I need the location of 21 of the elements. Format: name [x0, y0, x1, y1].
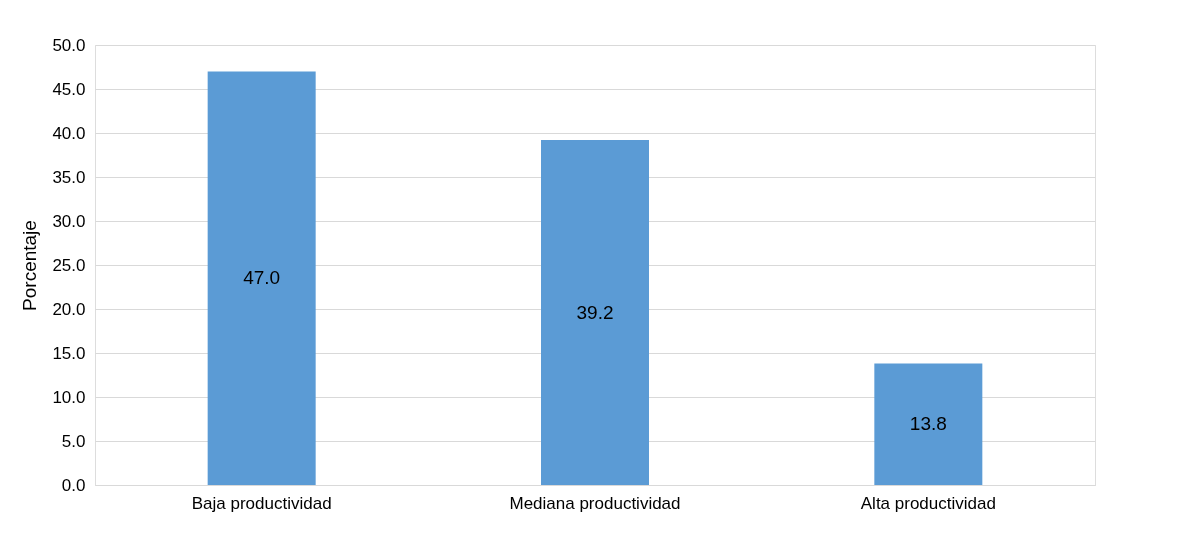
data-label: 13.8 [909, 413, 947, 435]
x-tick-label: Baja productividad [191, 493, 332, 513]
y-tick-label: 15.0 [52, 343, 86, 363]
y-tick-label: 0.0 [61, 475, 86, 495]
bar [874, 363, 983, 485]
y-tick-label: 30.0 [52, 211, 86, 231]
bar [541, 140, 649, 485]
y-tick-label: 25.0 [52, 255, 86, 275]
y-axis-title: Porcentaje [19, 220, 41, 311]
y-tick-label: 40.0 [52, 123, 86, 143]
data-label: 47.0 [243, 267, 281, 289]
bar [207, 71, 316, 485]
x-tick-label: Alta productividad [860, 493, 996, 513]
y-tick-label: 10.0 [52, 387, 86, 407]
data-label: 39.2 [576, 301, 614, 323]
y-tick-label: 50.0 [52, 35, 86, 55]
x-tick-label: Mediana productividad [509, 493, 681, 513]
y-tick-label: 35.0 [52, 167, 86, 187]
y-tick-label: 5.0 [61, 431, 86, 451]
y-tick-label: 20.0 [52, 299, 86, 319]
y-tick-label: 45.0 [52, 79, 86, 99]
